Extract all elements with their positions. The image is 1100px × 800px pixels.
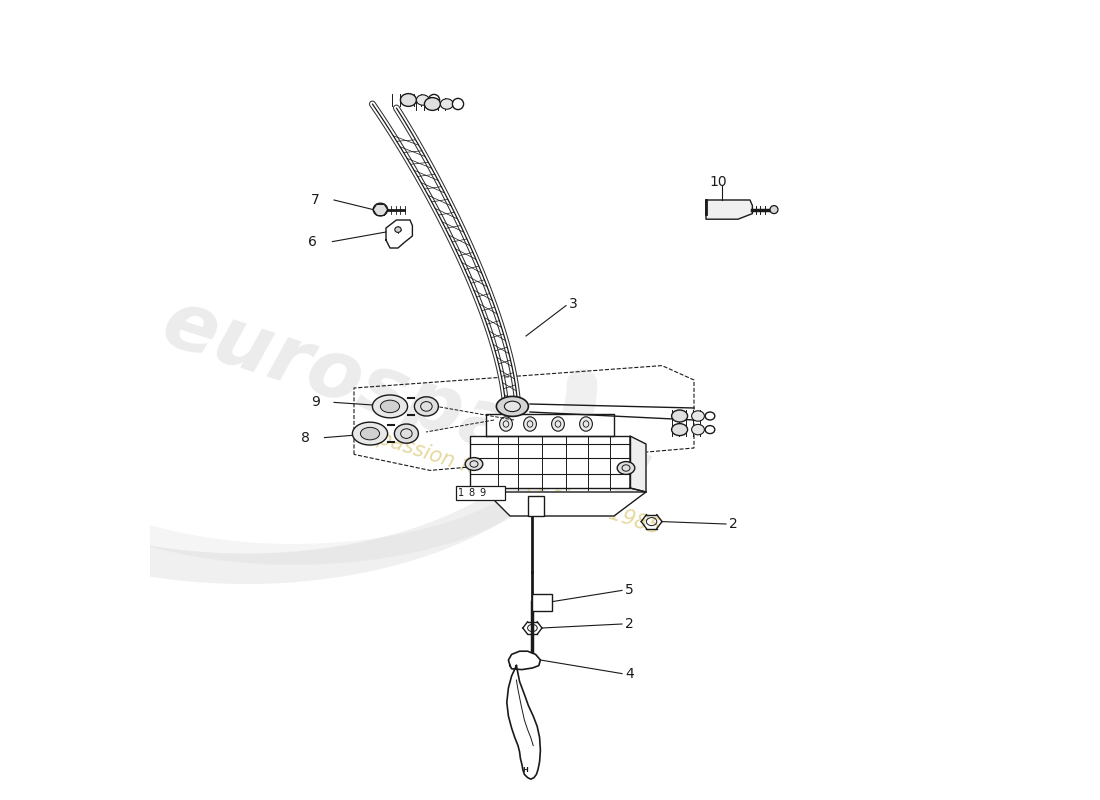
Ellipse shape — [705, 426, 715, 434]
Text: 8: 8 — [469, 488, 475, 498]
Polygon shape — [508, 651, 540, 670]
Ellipse shape — [428, 94, 440, 106]
Polygon shape — [486, 492, 646, 516]
Ellipse shape — [551, 417, 564, 431]
Text: eurospares: eurospares — [152, 284, 660, 516]
Ellipse shape — [381, 400, 399, 413]
Polygon shape — [630, 436, 646, 492]
Ellipse shape — [496, 396, 528, 416]
Ellipse shape — [499, 417, 513, 431]
Ellipse shape — [692, 424, 704, 434]
Ellipse shape — [395, 424, 418, 443]
Text: 7: 7 — [311, 193, 320, 207]
Polygon shape — [486, 414, 614, 436]
Ellipse shape — [672, 410, 688, 422]
Ellipse shape — [465, 458, 483, 470]
Text: 6: 6 — [308, 234, 317, 249]
Ellipse shape — [395, 227, 402, 232]
Ellipse shape — [440, 98, 453, 110]
Ellipse shape — [705, 412, 715, 420]
Text: 2: 2 — [625, 617, 634, 631]
Text: 3: 3 — [569, 297, 578, 311]
Text: 4: 4 — [625, 666, 634, 681]
Bar — [531, 594, 552, 611]
Text: 1: 1 — [458, 488, 464, 498]
Text: 9: 9 — [310, 395, 320, 410]
Polygon shape — [507, 666, 540, 779]
Text: 2: 2 — [729, 517, 738, 531]
Ellipse shape — [672, 424, 688, 435]
Ellipse shape — [400, 94, 417, 106]
Text: 10: 10 — [710, 174, 727, 189]
Ellipse shape — [415, 397, 439, 416]
Ellipse shape — [505, 402, 520, 411]
Ellipse shape — [770, 206, 778, 214]
Ellipse shape — [580, 417, 593, 431]
Bar — [528, 496, 543, 516]
Bar — [455, 486, 505, 500]
Ellipse shape — [617, 462, 635, 474]
Ellipse shape — [692, 411, 704, 421]
Ellipse shape — [373, 395, 408, 418]
Text: H: H — [522, 766, 528, 773]
Ellipse shape — [425, 98, 440, 110]
Polygon shape — [386, 220, 412, 248]
Ellipse shape — [352, 422, 387, 445]
Ellipse shape — [361, 427, 379, 440]
Text: 8: 8 — [301, 430, 310, 445]
Text: a passion for parts since 1985: a passion for parts since 1985 — [358, 422, 663, 538]
Polygon shape — [470, 436, 630, 488]
Polygon shape — [706, 200, 752, 219]
Text: 5: 5 — [625, 583, 634, 598]
Ellipse shape — [417, 94, 429, 106]
Ellipse shape — [452, 98, 463, 110]
Text: 9: 9 — [478, 488, 485, 498]
Ellipse shape — [524, 417, 537, 431]
Ellipse shape — [373, 203, 387, 216]
